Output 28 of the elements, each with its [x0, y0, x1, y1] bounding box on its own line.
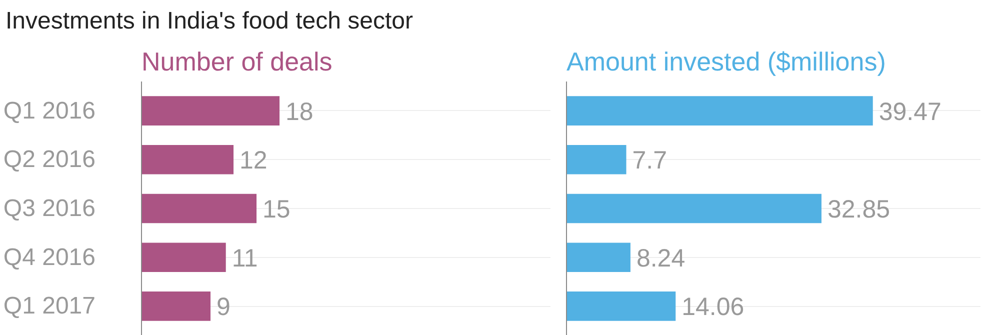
y-tick-label: Q4 2016 [3, 244, 96, 271]
bar [566, 96, 873, 126]
data-label: 39.47 [878, 98, 942, 126]
data-label: 14.06 [682, 293, 744, 322]
bar [142, 292, 211, 321]
bar [142, 145, 234, 174]
y-tick-label: Q2 2016 [3, 146, 96, 174]
y-tick-label: Q3 2016 [3, 195, 96, 222]
bar [142, 96, 280, 126]
data-label: 9 [216, 293, 230, 322]
bar [142, 242, 226, 272]
bar [566, 194, 822, 224]
chart-title: Investments in India's food tech sector [6, 8, 413, 34]
chart-subtitle: Number of deals [142, 46, 332, 76]
data-label: 11 [232, 244, 258, 272]
y-tick-label: Q1 2017 [3, 292, 96, 320]
chart-subtitle: Amount invested ($millions) [566, 46, 886, 76]
data-label: 8.24 [636, 244, 686, 272]
data-label: 7.7 [632, 146, 668, 175]
bar [566, 242, 630, 272]
data-label: 15 [262, 196, 290, 224]
data-label: 18 [286, 98, 314, 126]
bar [142, 194, 257, 224]
y-tick-label: Q1 2016 [3, 97, 96, 124]
bar [566, 145, 626, 174]
data-label: 12 [240, 146, 268, 175]
data-label: 32.85 [827, 196, 890, 224]
bar [566, 292, 676, 321]
